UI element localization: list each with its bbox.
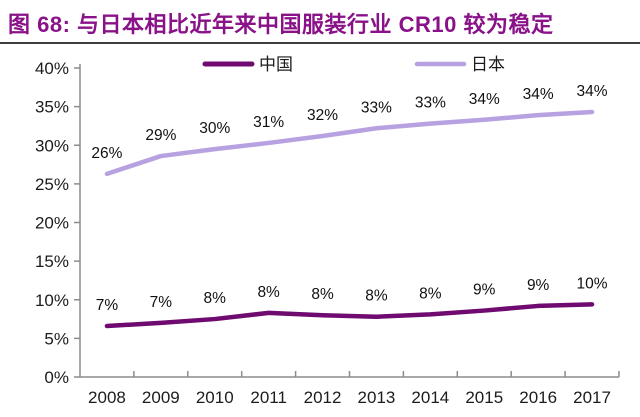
y-axis-label: 15% <box>35 252 69 271</box>
x-axis-label: 2011 <box>250 388 287 407</box>
legend-label-china: 中国 <box>259 55 293 74</box>
data-label-japan-2016: 34% <box>523 86 554 103</box>
x-axis-label: 2015 <box>465 388 503 407</box>
data-label-china-2011: 8% <box>257 284 280 301</box>
x-axis-label: 2012 <box>304 388 342 407</box>
x-axis-label: 2014 <box>411 388 449 407</box>
data-label-japan-2010: 30% <box>199 120 230 137</box>
title-divider <box>0 42 640 44</box>
x-axis-label: 2013 <box>358 388 396 407</box>
y-axis-label: 40% <box>35 59 69 78</box>
data-label-china-2009: 7% <box>150 294 173 311</box>
y-axis-label: 30% <box>35 136 69 155</box>
series-line-japan <box>104 109 595 177</box>
data-label-japan-2008: 26% <box>91 145 122 162</box>
x-axis-label: 2010 <box>196 388 234 407</box>
figure-title: 图 68: 与日本相比近年来中国服装行业 CR10 较为稳定 <box>8 12 554 37</box>
data-label-japan-2014: 33% <box>415 95 446 112</box>
data-label-china-2010: 8% <box>204 290 227 307</box>
y-axis-label: 10% <box>35 291 69 310</box>
x-axis-label: 2009 <box>142 388 180 407</box>
data-label-japan-2011: 31% <box>253 114 284 131</box>
x-axis-label: 2008 <box>88 388 126 407</box>
series-line-china <box>104 302 595 329</box>
data-label-china-2016: 9% <box>527 277 550 294</box>
legend-label-japan: 日本 <box>471 55 505 74</box>
data-label-japan-2017: 34% <box>577 83 608 100</box>
y-axis-label: 35% <box>35 98 69 117</box>
x-axis-label: 2016 <box>519 388 557 407</box>
y-axis-label: 0% <box>44 368 69 387</box>
data-label-china-2008: 7% <box>96 297 119 314</box>
data-label-japan-2013: 33% <box>361 99 392 116</box>
data-label-china-2017: 10% <box>577 275 608 292</box>
data-label-japan-2012: 32% <box>307 107 338 124</box>
x-axis-label: 2017 <box>573 388 611 407</box>
y-axis-label: 5% <box>44 329 69 348</box>
data-label-japan-2009: 29% <box>145 127 176 144</box>
data-label-china-2012: 8% <box>311 286 334 303</box>
data-label-china-2015: 9% <box>473 282 496 299</box>
y-axis-label: 20% <box>35 214 69 233</box>
data-label-china-2014: 8% <box>419 285 442 302</box>
data-label-japan-2015: 34% <box>469 91 500 108</box>
data-label-china-2013: 8% <box>365 288 388 305</box>
y-axis-label: 25% <box>35 175 69 194</box>
